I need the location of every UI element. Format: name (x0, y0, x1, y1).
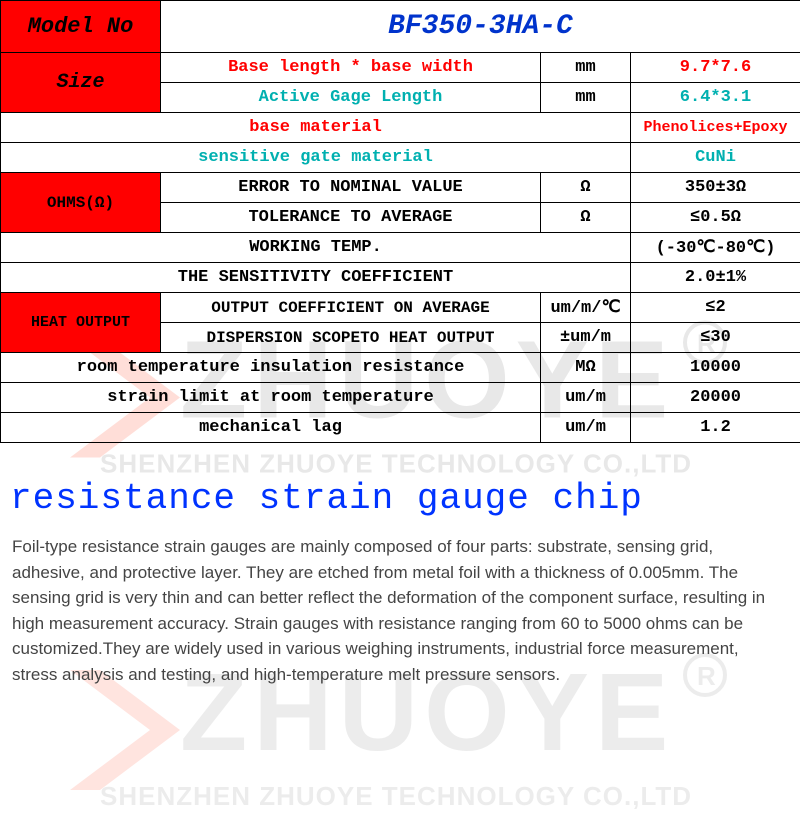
header-label: Model No (1, 1, 161, 53)
extra-row0-val: 10000 (631, 353, 800, 383)
size-row1-unit: mm (541, 83, 631, 113)
extra-row2-unit: um/m (541, 413, 631, 443)
size-row1-val: 6.4*3.1 (631, 83, 800, 113)
extra-row0-desc: room temperature insulation resistance (1, 353, 541, 383)
heat-row0-unit: um/m/℃ (541, 293, 631, 323)
extra-row1-unit: um/m (541, 383, 631, 413)
extra-row1-val: 20000 (631, 383, 800, 413)
heat-label: HEAT OUTPUT (1, 293, 161, 353)
material-row0-val: Phenolices+Epoxy (631, 113, 800, 143)
extra-row1-desc: strain limit at room temperature (1, 383, 541, 413)
heat-row1-unit: ±um/m (541, 323, 631, 353)
heat-row1-val: ≤30 (631, 323, 800, 353)
svg-text:SHENZHEN ZHUOYE TECHNOLOGY CO.: SHENZHEN ZHUOYE TECHNOLOGY CO.,LTD (100, 781, 692, 811)
material-row1-val: CuNi (631, 143, 800, 173)
main-content: Model No BF350-3HA-C Size Base length * … (0, 0, 800, 697)
ohms-row0-val: 350±3Ω (631, 173, 800, 203)
description-text: Foil-type resistance strain gauges are m… (0, 534, 800, 697)
spec-table: Model No BF350-3HA-C Size Base length * … (0, 0, 800, 443)
size-row0-val: 9.7*7.6 (631, 53, 800, 83)
extra-row0-unit: MΩ (541, 353, 631, 383)
ohms-label: OHMS(Ω) (1, 173, 161, 233)
size-row1-desc: Active Gage Length (161, 83, 541, 113)
ohms-row1-val: ≤0.5Ω (631, 203, 800, 233)
page-title: resistance strain gauge chip (0, 443, 800, 534)
material-row0-desc: base material (1, 113, 631, 143)
size-row0-unit: mm (541, 53, 631, 83)
header-value: BF350-3HA-C (161, 1, 800, 53)
size-row0-desc: Base length * base width (161, 53, 541, 83)
extra-row2-desc: mechanical lag (1, 413, 541, 443)
heat-row0-desc: OUTPUT COEFFICIENT ON AVERAGE (161, 293, 541, 323)
working-temp-desc: WORKING TEMP. (1, 233, 631, 263)
ohms-row1-unit: Ω (541, 203, 631, 233)
material-row1-desc: sensitive gate material (1, 143, 631, 173)
size-label: Size (1, 53, 161, 113)
heat-row1-desc: DISPERSION SCOPETO HEAT OUTPUT (161, 323, 541, 353)
sensitivity-val: 2.0±1% (631, 263, 800, 293)
extra-row2-val: 1.2 (631, 413, 800, 443)
ohms-row1-desc: TOLERANCE TO AVERAGE (161, 203, 541, 233)
ohms-row0-unit: Ω (541, 173, 631, 203)
heat-row0-val: ≤2 (631, 293, 800, 323)
sensitivity-desc: THE SENSITIVITY COEFFICIENT (1, 263, 631, 293)
ohms-row0-desc: ERROR TO NOMINAL VALUE (161, 173, 541, 203)
working-temp-val: (-30℃-80℃) (631, 233, 800, 263)
